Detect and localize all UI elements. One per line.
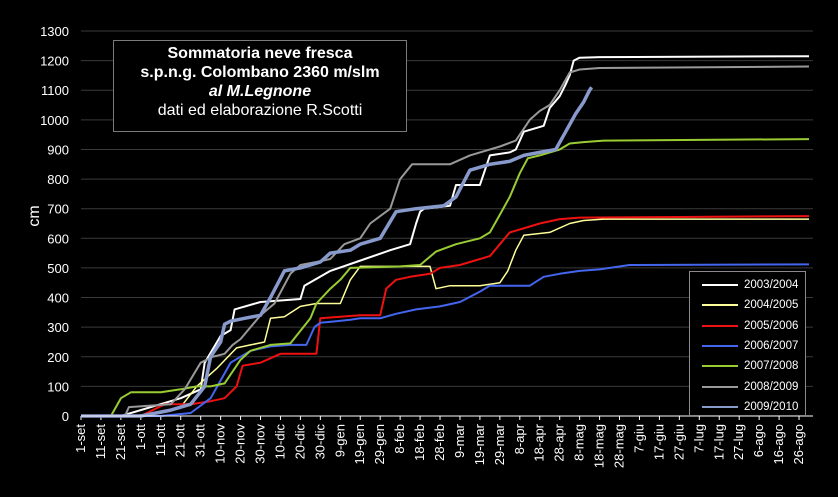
- y-tick-label: 1100: [41, 83, 69, 98]
- legend-item-2003-2004: 2003/2004: [690, 275, 805, 295]
- y-axis-label: cm: [26, 205, 43, 226]
- y-tick-label: 300: [47, 320, 69, 335]
- x-tick-label: 19-gen: [352, 424, 367, 464]
- legend-label: 2007/2008: [744, 360, 799, 373]
- x-tick-label: 29-mar: [492, 423, 507, 465]
- x-tick-label: 19-mar: [472, 423, 487, 465]
- x-tick-label: 7-giu: [631, 424, 646, 453]
- x-tick-label: 11-set: [93, 424, 108, 460]
- legend-label: 2005/2006: [744, 319, 799, 332]
- y-tick-label: 1200: [40, 54, 69, 69]
- y-tick-label: 500: [47, 261, 69, 276]
- series-lines: [81, 55, 810, 418]
- legend-item-2006-2007: 2006/2007: [690, 336, 805, 356]
- x-tick-label: 8-apr: [512, 423, 527, 454]
- y-tick-labels: 0 100 200 300 400 500 600 700 800 900 1000 1100 1200…: [40, 24, 69, 424]
- x-tick-label: 1-set: [73, 424, 88, 453]
- legend-item-2005-2006: 2005/2006: [690, 316, 805, 336]
- y-tick-label: 600: [47, 231, 69, 246]
- legend-swatch: [702, 365, 738, 368]
- y-tick-label: 700: [47, 202, 69, 217]
- series-line-2008-2009: [81, 65, 810, 417]
- legend-label: 2006/2007: [744, 340, 799, 353]
- x-tick-label: 28-apr: [552, 423, 567, 461]
- x-tick-label: 29-gen: [372, 424, 387, 464]
- x-tick-label: 8-mag: [572, 424, 587, 461]
- x-tick-label: 28-mag: [612, 424, 627, 468]
- legend-label: 2009/2010: [744, 400, 799, 413]
- x-tick-label: 20-nov: [233, 424, 248, 464]
- x-tick-label: 27-lug: [731, 424, 746, 460]
- legend-label: 2003/2004: [744, 279, 799, 292]
- chart-title-line-3: al M.Legnone: [208, 83, 312, 100]
- series-line-2009-2010: [81, 86, 594, 418]
- legend-swatch: [702, 345, 738, 348]
- y-tick-label: 0: [62, 409, 69, 424]
- legend-item-2004-2005: 2004/2005: [690, 295, 805, 315]
- y-tick-label: 400: [47, 291, 69, 306]
- x-tick-label: 1-ott: [133, 424, 148, 450]
- series-line-2003-2004: [81, 55, 810, 417]
- x-tick-label: 30-nov: [253, 424, 268, 464]
- legend-swatch: [702, 405, 738, 408]
- series-line-2006-2007: [81, 263, 810, 417]
- series-line-2005-2006: [81, 215, 810, 417]
- legend: 2003/2004 2004/2005 2005/2006 2006/2007 2007…: [689, 271, 806, 416]
- x-tick-label: 17-lug: [711, 424, 726, 460]
- x-tick-label: 9-mar: [452, 423, 467, 458]
- x-tick-label: 10-nov: [213, 424, 228, 464]
- x-tick-label: 10-dic: [272, 424, 287, 460]
- legend-label: 2008/2009: [744, 380, 799, 393]
- x-tick-labels: 1-set 11-set 21-set 1-ott 11-ott 21-ott 31-ott…: [73, 416, 806, 468]
- x-tick-label: 18-feb: [412, 424, 427, 461]
- y-tick-label: 1300: [40, 24, 69, 39]
- x-tick-label: 6-ago: [751, 424, 766, 457]
- legend-item-2007-2008: 2007/2008: [690, 356, 805, 376]
- x-tick-label: 18-mag: [592, 424, 607, 468]
- y-tick-label: 900: [47, 142, 69, 157]
- x-tick-label: 31-ott: [193, 424, 208, 458]
- x-tick-label: 9-gen: [332, 424, 347, 457]
- x-tick-label: 26-ago: [791, 424, 806, 464]
- x-tick-label: 27-giu: [671, 424, 686, 460]
- chart-title-line-4: dati ed elaborazione R.Scotti: [157, 102, 363, 119]
- series-line-2007-2008: [81, 138, 810, 417]
- x-tick-label: 16-ago: [771, 424, 786, 464]
- y-tick-label: 1000: [40, 113, 69, 128]
- legend-swatch: [702, 304, 738, 307]
- legend-swatch: [702, 284, 738, 287]
- x-tick-label: 30-dic: [312, 424, 327, 460]
- x-tick-label: 7-lug: [691, 424, 706, 453]
- y-tick-label: 200: [47, 350, 69, 365]
- series-line-2004-2005: [81, 218, 809, 417]
- chart-title-box: Sommatoria neve fresca s.p.n.g. Colomban…: [113, 40, 407, 132]
- x-tick-label: 17-giu: [651, 424, 666, 460]
- y-tick-label: 100: [47, 379, 69, 394]
- legend-swatch: [702, 324, 738, 327]
- x-tick-label: 21-set: [113, 424, 128, 461]
- x-tick-label: 8-feb: [392, 424, 407, 454]
- x-tick-label: 18-apr: [532, 423, 547, 461]
- chart-title-line-2: s.p.n.g. Colombano 2360 m/slm: [140, 64, 380, 81]
- legend-item-2008-2009: 2008/2009: [690, 376, 805, 396]
- legend-swatch: [702, 385, 738, 388]
- y-tick-label: 800: [47, 172, 69, 187]
- legend-item-2009-2010: 2009/2010: [690, 397, 805, 417]
- x-tick-label: 11-ott: [153, 424, 168, 457]
- chart-title-line-1: Sommatoria neve fresca: [167, 45, 353, 62]
- x-tick-label: 21-ott: [173, 424, 188, 458]
- x-tick-label: 28-feb: [432, 424, 447, 461]
- x-tick-label: 20-dic: [292, 424, 307, 460]
- legend-label: 2004/2005: [744, 299, 799, 312]
